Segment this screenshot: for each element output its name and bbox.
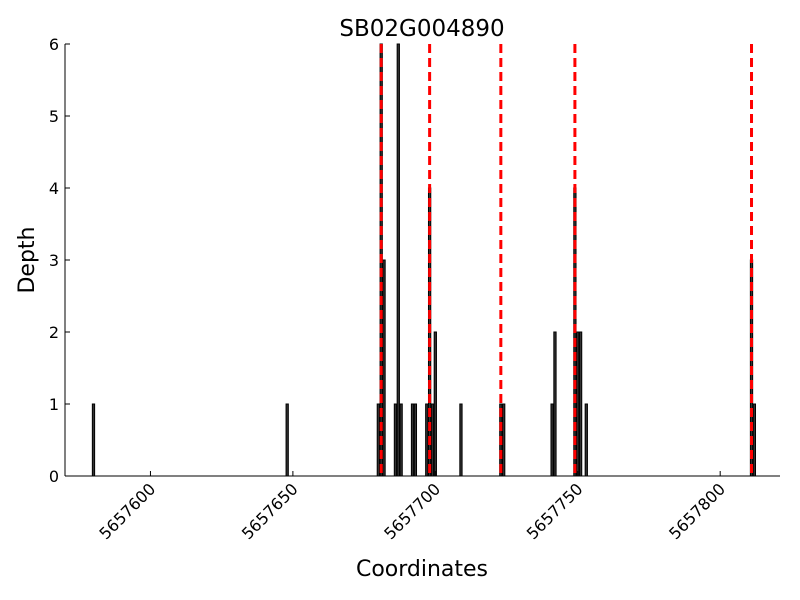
y-tick-label: 1 [49,395,59,414]
bar [91,403,96,477]
bar [584,403,588,477]
bar [576,331,580,477]
bar [399,403,403,477]
bar [382,259,386,477]
y-tick-label: 3 [49,251,59,270]
y-tick-label: 2 [49,323,59,342]
bar [396,43,400,477]
bar [413,403,418,477]
x-tick-label: 5657800 [665,479,729,543]
chart-title: SB02G004890 [339,16,504,42]
y-tick-label: 0 [49,467,59,486]
bar [285,403,289,477]
x-tick-label: 5657650 [238,479,302,543]
bar [433,331,437,477]
bar [376,403,380,477]
y-tick-label: 5 [49,107,59,126]
bar [410,403,415,477]
bar [550,403,554,477]
bar [578,331,583,477]
y-tick-label: 4 [49,179,59,198]
bar [752,403,757,477]
x-axis-label: Coordinates [356,557,488,582]
y-tick-label: 6 [49,35,59,54]
bar [425,403,429,477]
x-tick-label: 5657750 [523,479,587,543]
bar [393,403,398,477]
bar [430,403,435,477]
bar [553,331,557,477]
bar [502,403,506,477]
bar [459,403,463,477]
x-tick-label: 5657600 [95,479,159,543]
y-axis-label: Depth [15,226,40,293]
x-tick-label: 5657700 [380,479,444,543]
